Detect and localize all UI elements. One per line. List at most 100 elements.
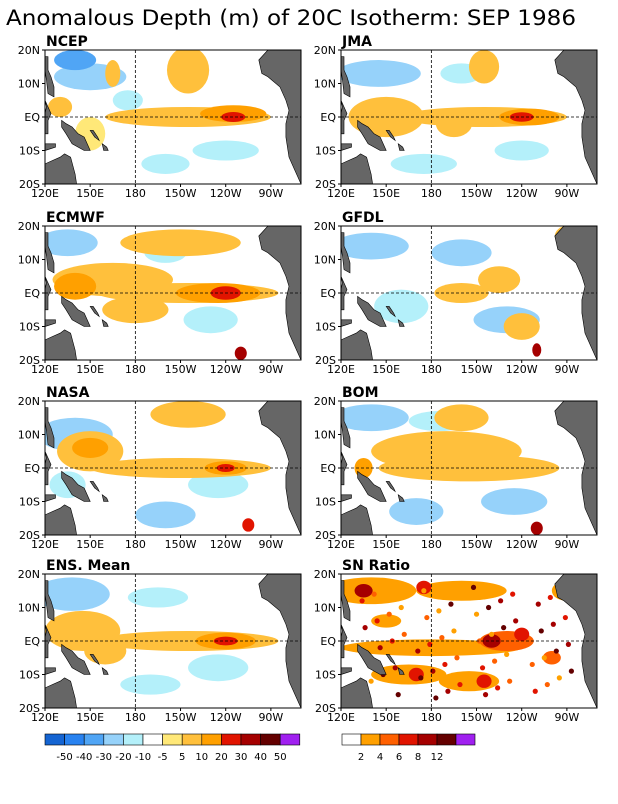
anomaly-contour <box>166 50 210 94</box>
sn-ratio-cell <box>439 635 445 641</box>
legend-label: 2 <box>358 752 364 763</box>
sn-ratio-cell <box>565 641 571 647</box>
anomaly-contour <box>127 587 189 608</box>
land-mass <box>45 232 55 274</box>
figure-title: Anomalous Depth (m) of 20C Isotherm: SEP… <box>6 6 576 30</box>
land-mass <box>61 470 91 502</box>
legend-swatch <box>455 733 476 746</box>
land-mass <box>341 407 351 449</box>
sn-ratio-cell <box>448 601 454 607</box>
anomaly-contour <box>469 50 500 84</box>
lat-tick-label: 20S <box>315 529 336 542</box>
lon-tick-label: 120E <box>327 187 355 200</box>
anomaly-contour <box>54 272 97 300</box>
lon-tick-label: 120E <box>31 187 59 200</box>
land-mass <box>341 329 373 360</box>
anomaly-contour <box>341 60 421 87</box>
lon-tick-label: 180 <box>421 538 442 551</box>
sn-ratio-cell <box>424 614 430 621</box>
legend-swatch <box>360 733 381 746</box>
sn-ratio-contour <box>341 577 417 605</box>
sn-ratio-cell <box>445 688 451 694</box>
legend-swatch <box>181 733 203 746</box>
land-mass <box>45 143 56 151</box>
land-mass <box>385 481 396 493</box>
anomaly-contour <box>72 437 109 458</box>
land-mass <box>341 153 373 184</box>
lon-tick-label: 150W <box>461 187 493 200</box>
legend-label: 8 <box>415 752 421 763</box>
lon-tick-label: 150W <box>165 363 197 376</box>
lat-tick-label: 10S <box>19 145 40 158</box>
sn-ratio-cell <box>485 604 492 611</box>
sn-ratio-cell <box>398 604 404 611</box>
lon-tick-label: 90W <box>258 711 283 724</box>
lon-tick-label: 180 <box>125 187 146 200</box>
legend-swatch <box>221 733 242 746</box>
anomaly-contour <box>374 289 429 324</box>
panel-title: NCEP <box>46 34 88 50</box>
sn-ratio-cell <box>371 591 377 597</box>
lon-tick-label: 120E <box>31 538 59 551</box>
legend-swatch <box>162 733 183 746</box>
lat-tick-label: 10N <box>18 429 40 442</box>
lon-tick-label: 90W <box>258 363 283 376</box>
land-mass <box>89 130 100 142</box>
land-mass <box>554 50 597 184</box>
lat-tick-label: 10N <box>18 602 40 615</box>
land-mass <box>61 119 91 151</box>
lat-tick-label: 10N <box>18 78 40 91</box>
lat-tick-label: 10S <box>315 496 336 509</box>
sn-ratio-cell <box>377 645 383 651</box>
sn-ratio-contour <box>354 584 373 598</box>
legend-label: 50 <box>274 752 287 763</box>
anomaly-contour <box>45 577 110 611</box>
land-mass <box>258 574 301 708</box>
sn-ratio-cell <box>488 631 495 637</box>
anomaly-contour <box>102 296 169 324</box>
land-mass <box>341 143 352 151</box>
sn-ratio-cell <box>532 688 538 694</box>
legend-label: -5 <box>158 752 168 763</box>
lon-tick-label: 150E <box>76 711 104 724</box>
lon-tick-label: 90W <box>258 187 283 200</box>
anomaly-contour <box>221 111 246 123</box>
land-mass <box>341 504 373 535</box>
lon-tick-label: 150E <box>372 711 400 724</box>
sn-ratio-cell <box>362 625 368 631</box>
land-mass <box>385 306 396 318</box>
legend-label: 40 <box>254 752 267 763</box>
sn-ratio-cell <box>544 681 550 688</box>
sn-ratio-cell <box>395 692 401 698</box>
land-mass <box>89 306 100 318</box>
land-mass <box>61 643 91 675</box>
anomaly-contour <box>135 501 196 529</box>
sn-ratio-cell <box>562 614 568 621</box>
land-mass <box>45 677 77 708</box>
legend-label: 20 <box>215 752 228 763</box>
sn-ratio-cell <box>541 655 547 661</box>
lon-tick-label: 90W <box>554 187 579 200</box>
lon-tick-label: 120E <box>327 711 355 724</box>
anomaly-contour <box>242 518 255 532</box>
land-mass <box>554 401 597 535</box>
sn-ratio-cell <box>529 661 535 668</box>
legend-swatch <box>44 733 65 746</box>
lon-tick-label: 150E <box>76 187 104 200</box>
lat-tick-label: EQ <box>24 635 40 648</box>
panel-title: SN Ratio <box>342 558 410 574</box>
sn-ratio-cell <box>383 584 389 590</box>
legend-label: -50 <box>56 752 72 763</box>
anomaly-contour <box>478 266 521 293</box>
sn-ratio-cell <box>495 685 501 691</box>
land-mass <box>89 654 100 666</box>
panel-title: NASA <box>46 385 90 401</box>
sn-ratio-cell <box>510 591 516 597</box>
sn-ratio-cell <box>457 681 463 688</box>
lat-tick-label: EQ <box>320 287 336 300</box>
anomaly-contour <box>530 521 543 535</box>
sn-ratio-cell <box>498 598 504 604</box>
lat-tick-label: EQ <box>24 111 40 124</box>
land-mass <box>101 319 109 327</box>
